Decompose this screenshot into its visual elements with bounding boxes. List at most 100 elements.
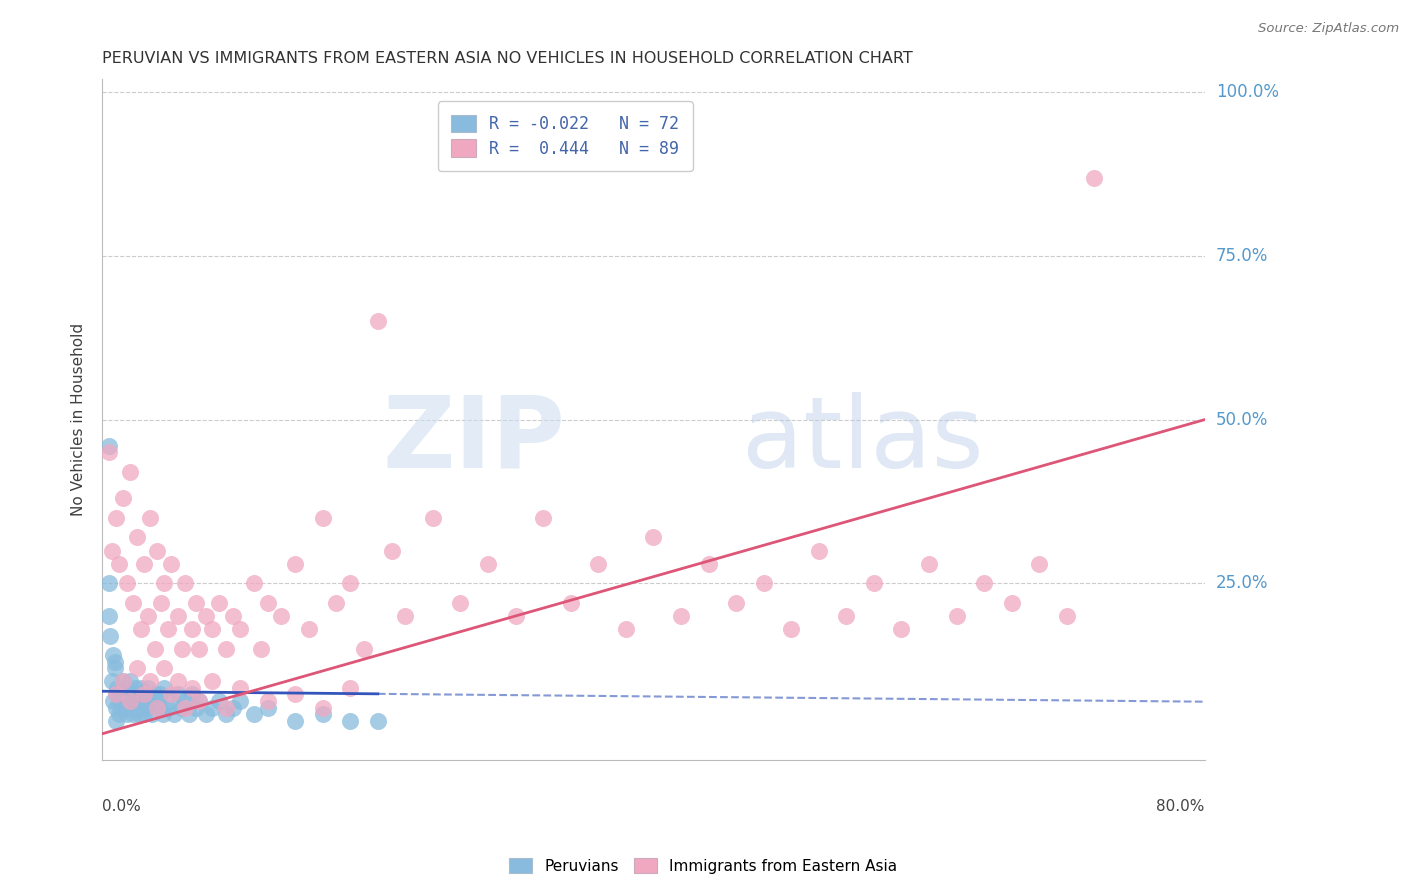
Point (125, 661, 148, 675)
Point (146, 700, 169, 714)
Point (835, 609, 858, 624)
Point (104, 688, 127, 702)
Point (505, 609, 527, 624)
Text: 75.0%: 75.0% (1216, 247, 1268, 265)
Point (201, 674, 224, 689)
Point (172, 641, 194, 656)
Point (367, 714, 389, 728)
Point (111, 674, 134, 689)
Point (187, 694, 209, 708)
Point (312, 510, 335, 524)
Point (284, 557, 307, 571)
Point (132, 688, 155, 702)
Point (160, 557, 183, 571)
Point (124, 681, 146, 695)
Point (180, 681, 202, 695)
Point (148, 700, 170, 714)
Point (353, 641, 375, 656)
Point (134, 694, 156, 708)
Point (143, 688, 166, 702)
Point (132, 688, 155, 702)
Point (174, 700, 197, 714)
Point (118, 674, 141, 689)
Point (229, 681, 252, 695)
Point (669, 609, 692, 624)
Point (152, 707, 174, 722)
Point (284, 714, 307, 728)
Point (98, 445, 121, 459)
Point (163, 707, 186, 722)
Point (125, 700, 148, 714)
Legend: Peruvians, Immigrants from Eastern Asia: Peruvians, Immigrants from Eastern Asia (503, 852, 903, 880)
Point (115, 576, 138, 591)
Point (111, 694, 134, 708)
Y-axis label: No Vehicles in Household: No Vehicles in Household (72, 323, 86, 516)
Point (101, 543, 124, 558)
Text: 50.0%: 50.0% (1216, 410, 1268, 429)
Point (222, 609, 245, 624)
Point (256, 700, 278, 714)
Point (112, 688, 135, 702)
Point (111, 491, 134, 505)
Point (918, 557, 941, 571)
Point (312, 707, 335, 722)
Point (135, 700, 157, 714)
Point (863, 576, 886, 591)
Point (243, 576, 266, 591)
Point (588, 557, 610, 571)
Point (477, 557, 499, 571)
Point (141, 707, 163, 722)
Point (325, 596, 347, 610)
Text: 100.0%: 100.0% (1216, 84, 1278, 102)
Point (215, 641, 238, 656)
Point (121, 596, 143, 610)
Point (725, 596, 748, 610)
Point (103, 648, 125, 663)
Text: 80.0%: 80.0% (1156, 799, 1205, 814)
Point (105, 681, 128, 695)
Point (222, 700, 245, 714)
Point (167, 688, 190, 702)
Point (143, 641, 166, 656)
Point (104, 714, 127, 728)
Point (243, 707, 266, 722)
Point (339, 681, 361, 695)
Point (194, 609, 217, 624)
Text: atlas: atlas (741, 392, 983, 489)
Point (153, 576, 176, 591)
Point (298, 622, 321, 636)
Point (180, 622, 202, 636)
Point (146, 694, 169, 708)
Point (973, 576, 995, 591)
Point (697, 557, 720, 571)
Point (127, 694, 149, 708)
Point (107, 557, 129, 571)
Point (201, 622, 224, 636)
Point (132, 707, 155, 722)
Point (117, 694, 139, 708)
Point (174, 576, 197, 591)
Point (1028, 557, 1050, 571)
Text: 25.0%: 25.0% (1216, 574, 1268, 592)
Point (108, 688, 131, 702)
Point (139, 510, 162, 524)
Point (104, 655, 127, 669)
Point (184, 596, 207, 610)
Point (121, 688, 143, 702)
Point (312, 700, 335, 714)
Point (394, 609, 416, 624)
Point (118, 465, 141, 479)
Point (172, 700, 194, 714)
Point (103, 694, 125, 708)
Point (98, 576, 121, 591)
Point (107, 707, 129, 722)
Point (256, 694, 278, 708)
Point (160, 694, 183, 708)
Point (136, 609, 159, 624)
Point (215, 700, 238, 714)
Point (111, 674, 134, 689)
Point (139, 674, 162, 689)
Point (201, 700, 224, 714)
Point (229, 694, 252, 708)
Point (101, 674, 124, 689)
